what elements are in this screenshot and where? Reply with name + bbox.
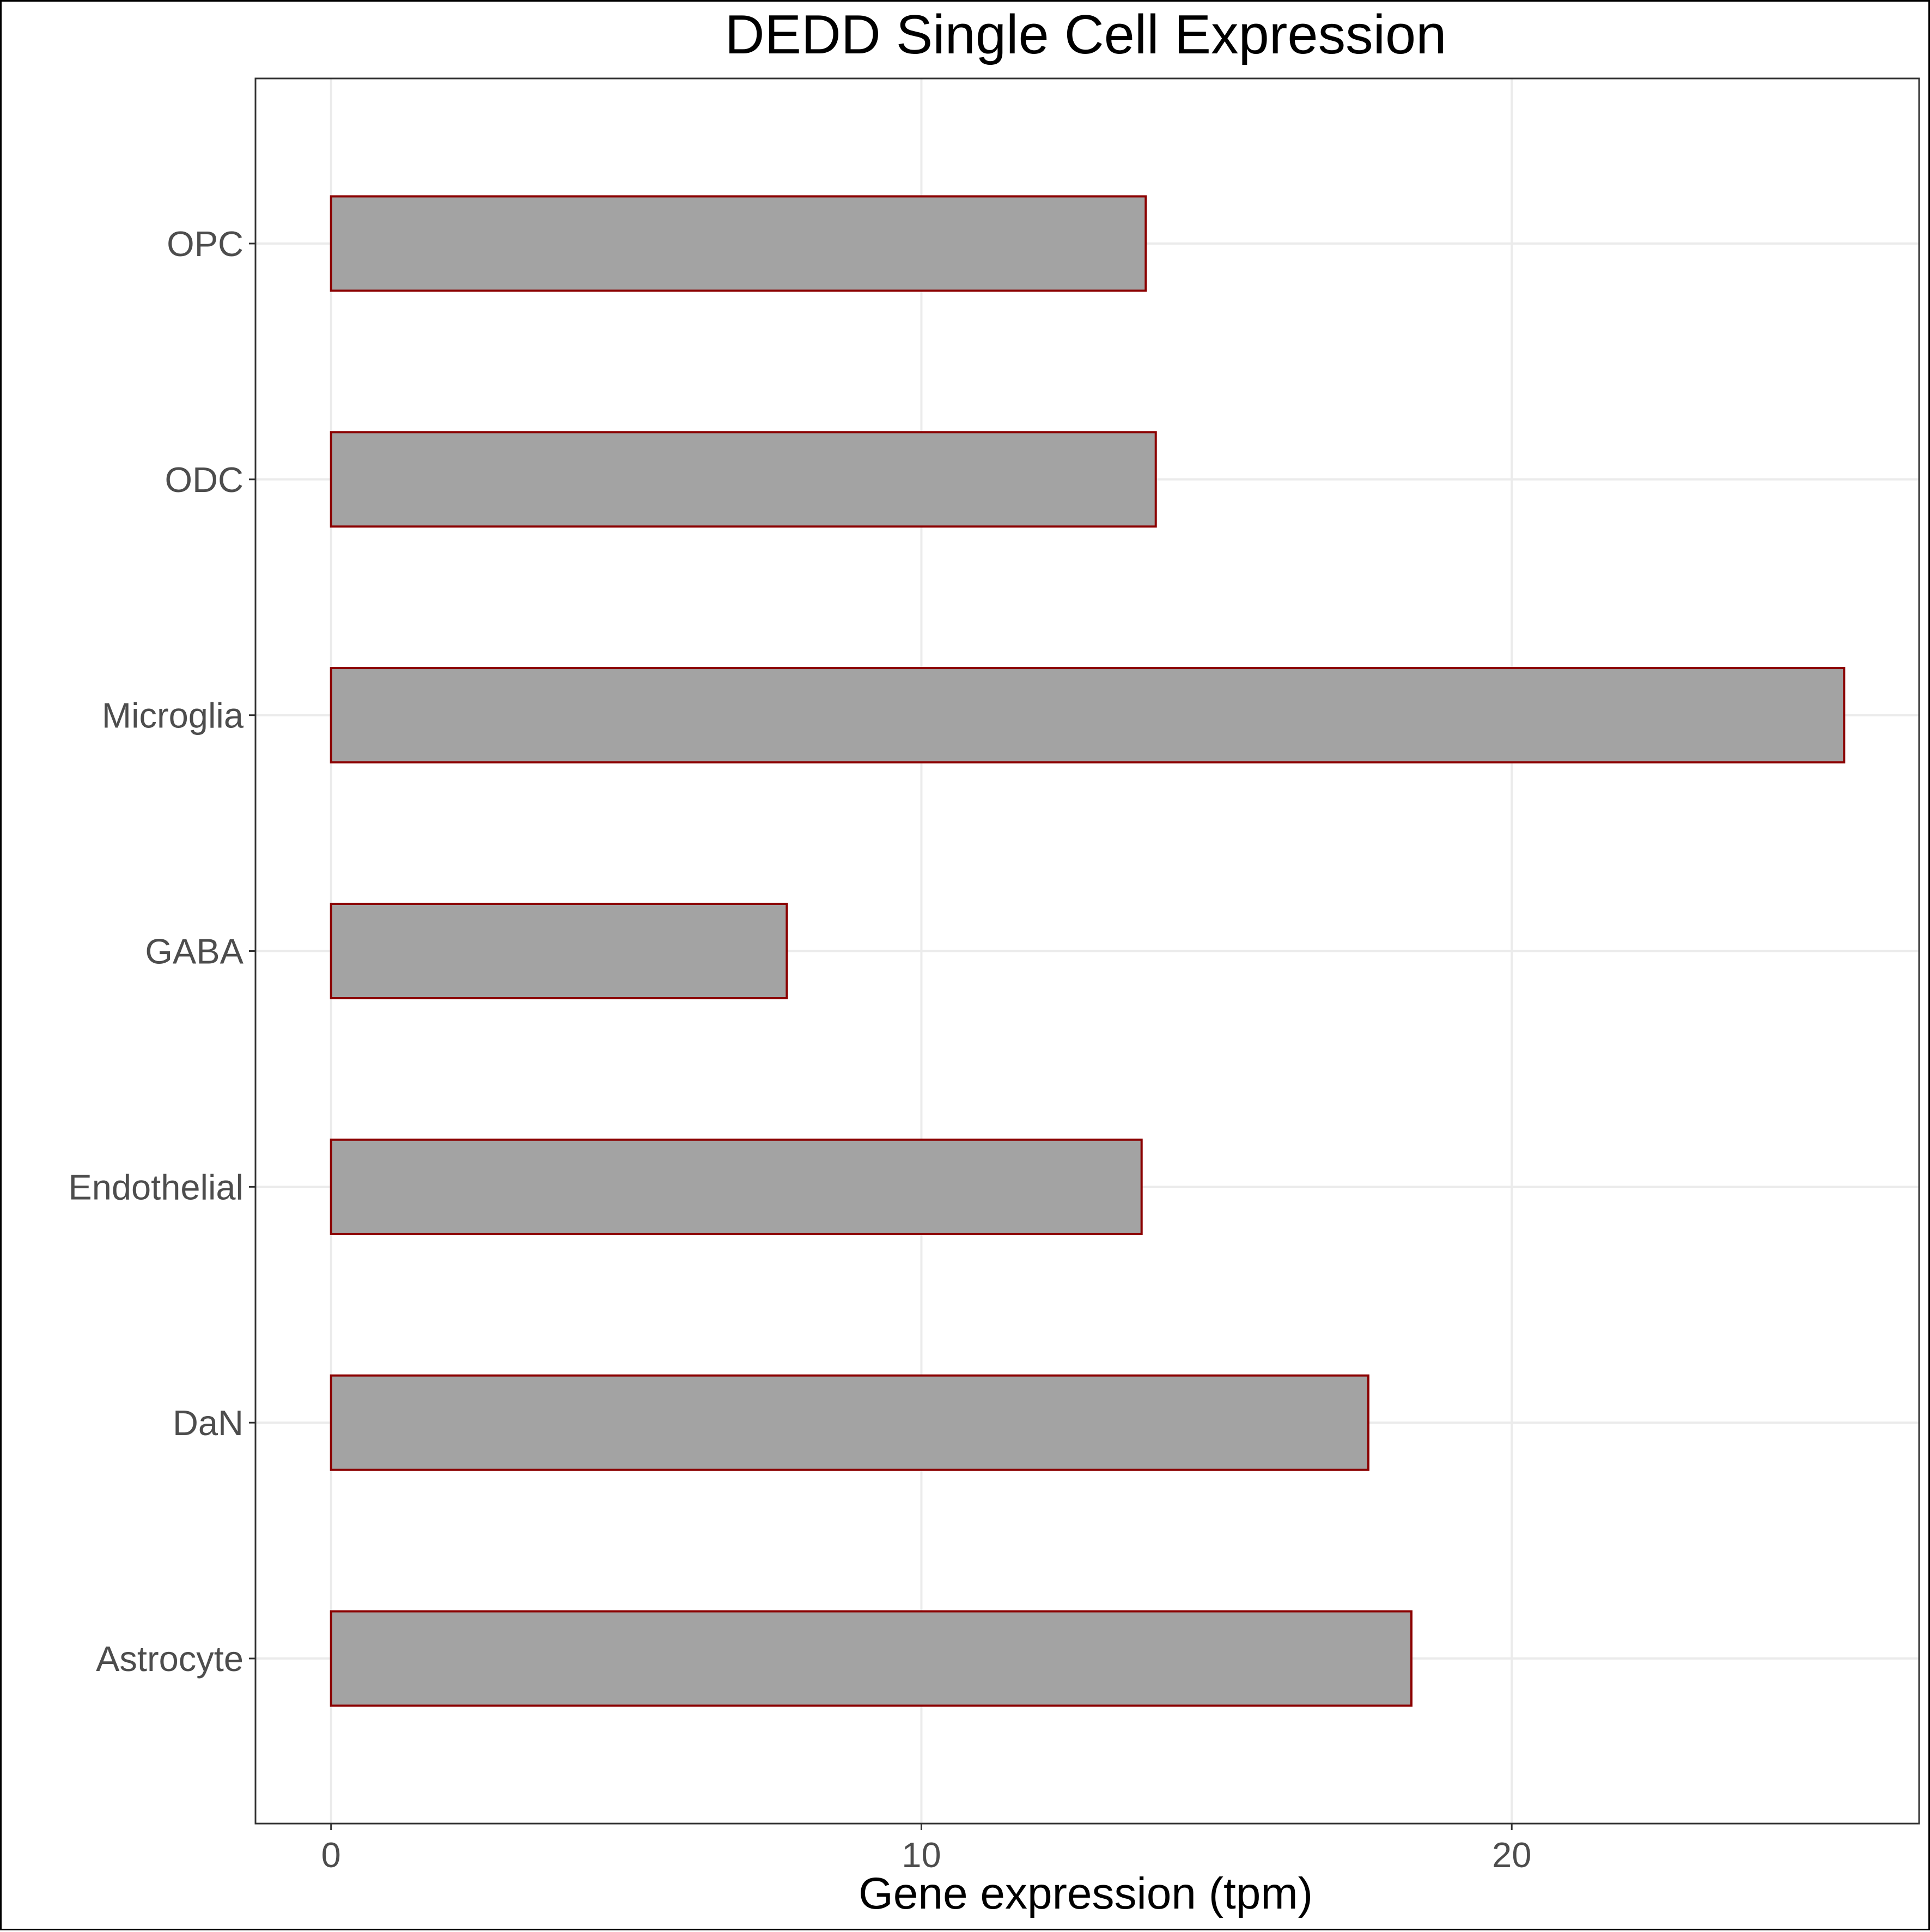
bar-endothelial <box>330 1138 1143 1235</box>
x-tick-label-0: 0 <box>321 1835 341 1875</box>
chart-title: DEDD Single Cell Expression <box>725 4 1447 65</box>
y-tick-label-dan: DaN <box>173 1403 243 1443</box>
y-tick-label-opc: OPC <box>167 224 243 264</box>
x-axis-title: Gene expression (tpm) <box>859 1869 1313 1918</box>
y-tick-label-microglia: Microglia <box>102 696 244 736</box>
y-tick-label-astrocyte: Astrocyte <box>96 1639 243 1679</box>
bar-astrocyte <box>330 1610 1413 1707</box>
x-axis: 0 10 20 <box>321 1824 1531 1875</box>
bar-microglia <box>330 667 1846 764</box>
x-tick-label-20: 20 <box>1492 1835 1531 1875</box>
bars <box>330 195 1846 1707</box>
bar-opc <box>330 195 1147 292</box>
y-axis: Astrocyte DaN Endothelial GABA Microglia ODC O… <box>68 224 255 1679</box>
bar-odc <box>330 431 1157 528</box>
y-tick-label-gaba: GABA <box>145 932 243 971</box>
y-tick-label-endothelial: Endothelial <box>68 1167 243 1207</box>
x-tick-label-10: 10 <box>902 1835 941 1875</box>
bar-dan <box>330 1374 1369 1471</box>
bar-gaba <box>330 902 788 1000</box>
y-tick-label-odc: ODC <box>165 460 243 500</box>
